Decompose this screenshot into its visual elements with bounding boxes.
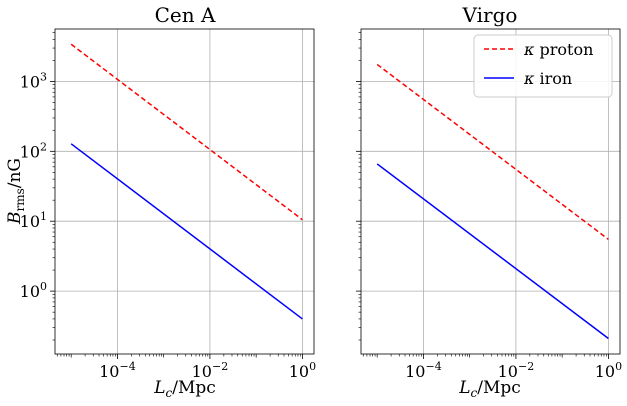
x-axis-label-unit: /Mpc	[172, 378, 216, 398]
x-tick-label: 10−2	[498, 360, 535, 381]
plot-frame	[360, 28, 621, 355]
x-tick-label: 10−2	[192, 360, 229, 381]
x-axis-label-main: L	[153, 378, 165, 398]
x-axis-label-sub: c	[166, 386, 173, 400]
x-axis-label-unit: /Mpc	[477, 378, 521, 398]
y-tick-label: 103	[20, 70, 47, 91]
legend-label: iron	[540, 69, 573, 88]
series-line-proton	[376, 63, 609, 240]
chart-title: Cen A	[155, 3, 216, 27]
y-axis-label-main: B	[5, 212, 25, 226]
tick-labels: 10−4 10−2 100	[405, 360, 622, 381]
x-tick-label: 10−4	[405, 360, 442, 381]
x-tick-label: 100	[289, 360, 316, 381]
y-axis-label-unit: /nG	[5, 158, 25, 188]
series-line-iron	[70, 143, 303, 320]
y-axis-label: Brms/nG	[5, 158, 27, 225]
chart-panel-virgo: Virgo 10−4 10−2 100 Lc/Mpc κ proton κ iron	[356, 3, 622, 400]
chart-title: Virgo	[462, 3, 518, 27]
chart-panel-cen-a: Cen A 10−4 10−2 100 100 101 102 103 Lc/Mpc Brm…	[5, 3, 316, 400]
legend-entry-proton: κ proton	[523, 40, 593, 59]
x-axis-label: Lc/Mpc	[458, 378, 521, 400]
y-axis-label-sub: rms	[13, 188, 27, 211]
legend-label: proton	[540, 40, 594, 59]
x-tick-label: 100	[595, 360, 622, 381]
legend-box	[473, 34, 613, 98]
y-tick-label: 100	[20, 280, 47, 301]
tick-labels: 10−4 10−2 100 100 101 102 103	[20, 70, 316, 381]
axis-ticks	[356, 32, 609, 359]
series-lines	[70, 43, 303, 320]
x-axis-label: Lc/Mpc	[153, 378, 216, 400]
legend: κ proton κ iron	[473, 34, 613, 98]
x-tick-label: 10−4	[99, 360, 136, 381]
grid-lines	[55, 29, 314, 354]
legend-symbol: κ	[523, 69, 535, 88]
series-lines	[376, 63, 609, 340]
axis-ticks	[50, 32, 303, 359]
x-axis-label-sub: c	[471, 386, 478, 400]
legend-entry-iron: κ iron	[523, 69, 572, 88]
x-axis-label-main: L	[458, 378, 470, 398]
y-tick-label: 101	[20, 210, 47, 231]
series-line-proton	[70, 43, 303, 221]
y-tick-label: 102	[20, 140, 47, 161]
series-line-iron	[376, 163, 609, 340]
legend-symbol: κ	[523, 40, 535, 59]
plot-frame	[54, 28, 315, 355]
